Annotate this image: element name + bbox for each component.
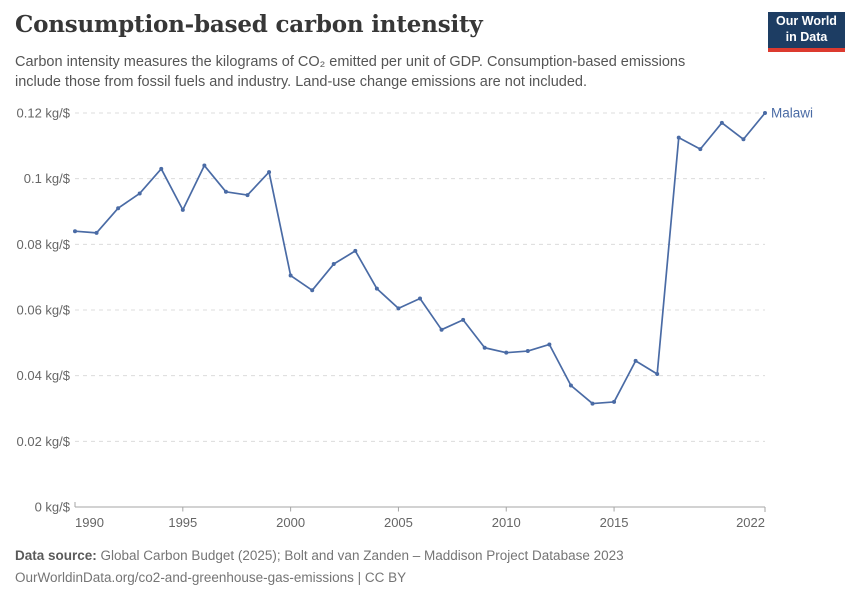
- data-point[interactable]: [504, 350, 509, 355]
- data-point[interactable]: [741, 137, 746, 142]
- data-point[interactable]: [73, 229, 77, 234]
- owid-logo[interactable]: Our World in Data: [768, 12, 845, 52]
- page-title: Consumption-based carbon intensity: [15, 11, 483, 38]
- data-point[interactable]: [612, 399, 617, 404]
- data-point[interactable]: [655, 372, 660, 377]
- y-axis-tick-label: 0.12 kg/$: [17, 106, 71, 121]
- series-end-label[interactable]: Malawi: [771, 106, 813, 121]
- y-axis-tick-label: 0.1 kg/$: [24, 171, 71, 186]
- data-point[interactable]: [310, 288, 315, 293]
- x-axis-tick-label: 1990: [75, 515, 104, 530]
- y-axis-tick-label: 0.04 kg/$: [17, 368, 71, 383]
- x-axis-tick-label: 2015: [600, 515, 629, 530]
- data-point[interactable]: [94, 230, 99, 235]
- data-point[interactable]: [353, 248, 358, 253]
- data-point[interactable]: [525, 349, 530, 354]
- data-point[interactable]: [331, 262, 336, 267]
- data-point[interactable]: [482, 345, 487, 350]
- data-point[interactable]: [116, 206, 121, 211]
- chart-footer: Data source: Global Carbon Budget (2025)…: [15, 545, 835, 589]
- data-point[interactable]: [719, 120, 724, 125]
- data-point[interactable]: [245, 193, 250, 198]
- x-axis-tick-label: 2022: [736, 515, 765, 530]
- data-point[interactable]: [547, 342, 552, 347]
- data-point[interactable]: [159, 166, 164, 171]
- x-axis-tick-label: 2010: [492, 515, 521, 530]
- data-point[interactable]: [633, 358, 638, 363]
- data-point[interactable]: [763, 111, 767, 115]
- data-source-text: Global Carbon Budget (2025); Bolt and va…: [96, 548, 624, 563]
- data-point[interactable]: [590, 401, 595, 406]
- data-point[interactable]: [461, 317, 466, 322]
- data-point[interactable]: [676, 135, 681, 140]
- data-point[interactable]: [267, 170, 272, 175]
- y-axis-tick-label: 0.02 kg/$: [17, 434, 71, 449]
- x-axis-tick-label: 1995: [168, 515, 197, 530]
- data-point[interactable]: [374, 286, 379, 291]
- x-axis-tick-label: 2005: [384, 515, 413, 530]
- data-point[interactable]: [288, 273, 293, 278]
- owid-logo-line1: Our World: [776, 14, 837, 29]
- y-axis-tick-label: 0.06 kg/$: [17, 303, 71, 318]
- data-point[interactable]: [202, 163, 207, 168]
- chart-subtitle: Carbon intensity measures the kilograms …: [15, 54, 686, 90]
- owid-logo-line2: in Data: [785, 30, 828, 44]
- data-point[interactable]: [180, 207, 185, 212]
- y-axis-tick-label: 0.08 kg/$: [17, 237, 71, 252]
- y-axis-tick-label: 0 kg/$: [35, 500, 71, 515]
- x-axis-tick-label: 2000: [276, 515, 305, 530]
- data-point[interactable]: [396, 306, 401, 311]
- data-source-line: Data source: Global Carbon Budget (2025)…: [15, 545, 835, 567]
- data-point[interactable]: [698, 147, 703, 152]
- line-series-malawi[interactable]: [74, 112, 766, 405]
- data-source-label: Data source:: [15, 548, 97, 563]
- data-point[interactable]: [418, 296, 422, 301]
- data-point[interactable]: [568, 383, 573, 388]
- data-point[interactable]: [439, 327, 444, 332]
- data-point[interactable]: [137, 191, 142, 196]
- license-line[interactable]: OurWorldinData.org/co2-and-greenhouse-ga…: [15, 569, 407, 585]
- data-point[interactable]: [223, 189, 228, 194]
